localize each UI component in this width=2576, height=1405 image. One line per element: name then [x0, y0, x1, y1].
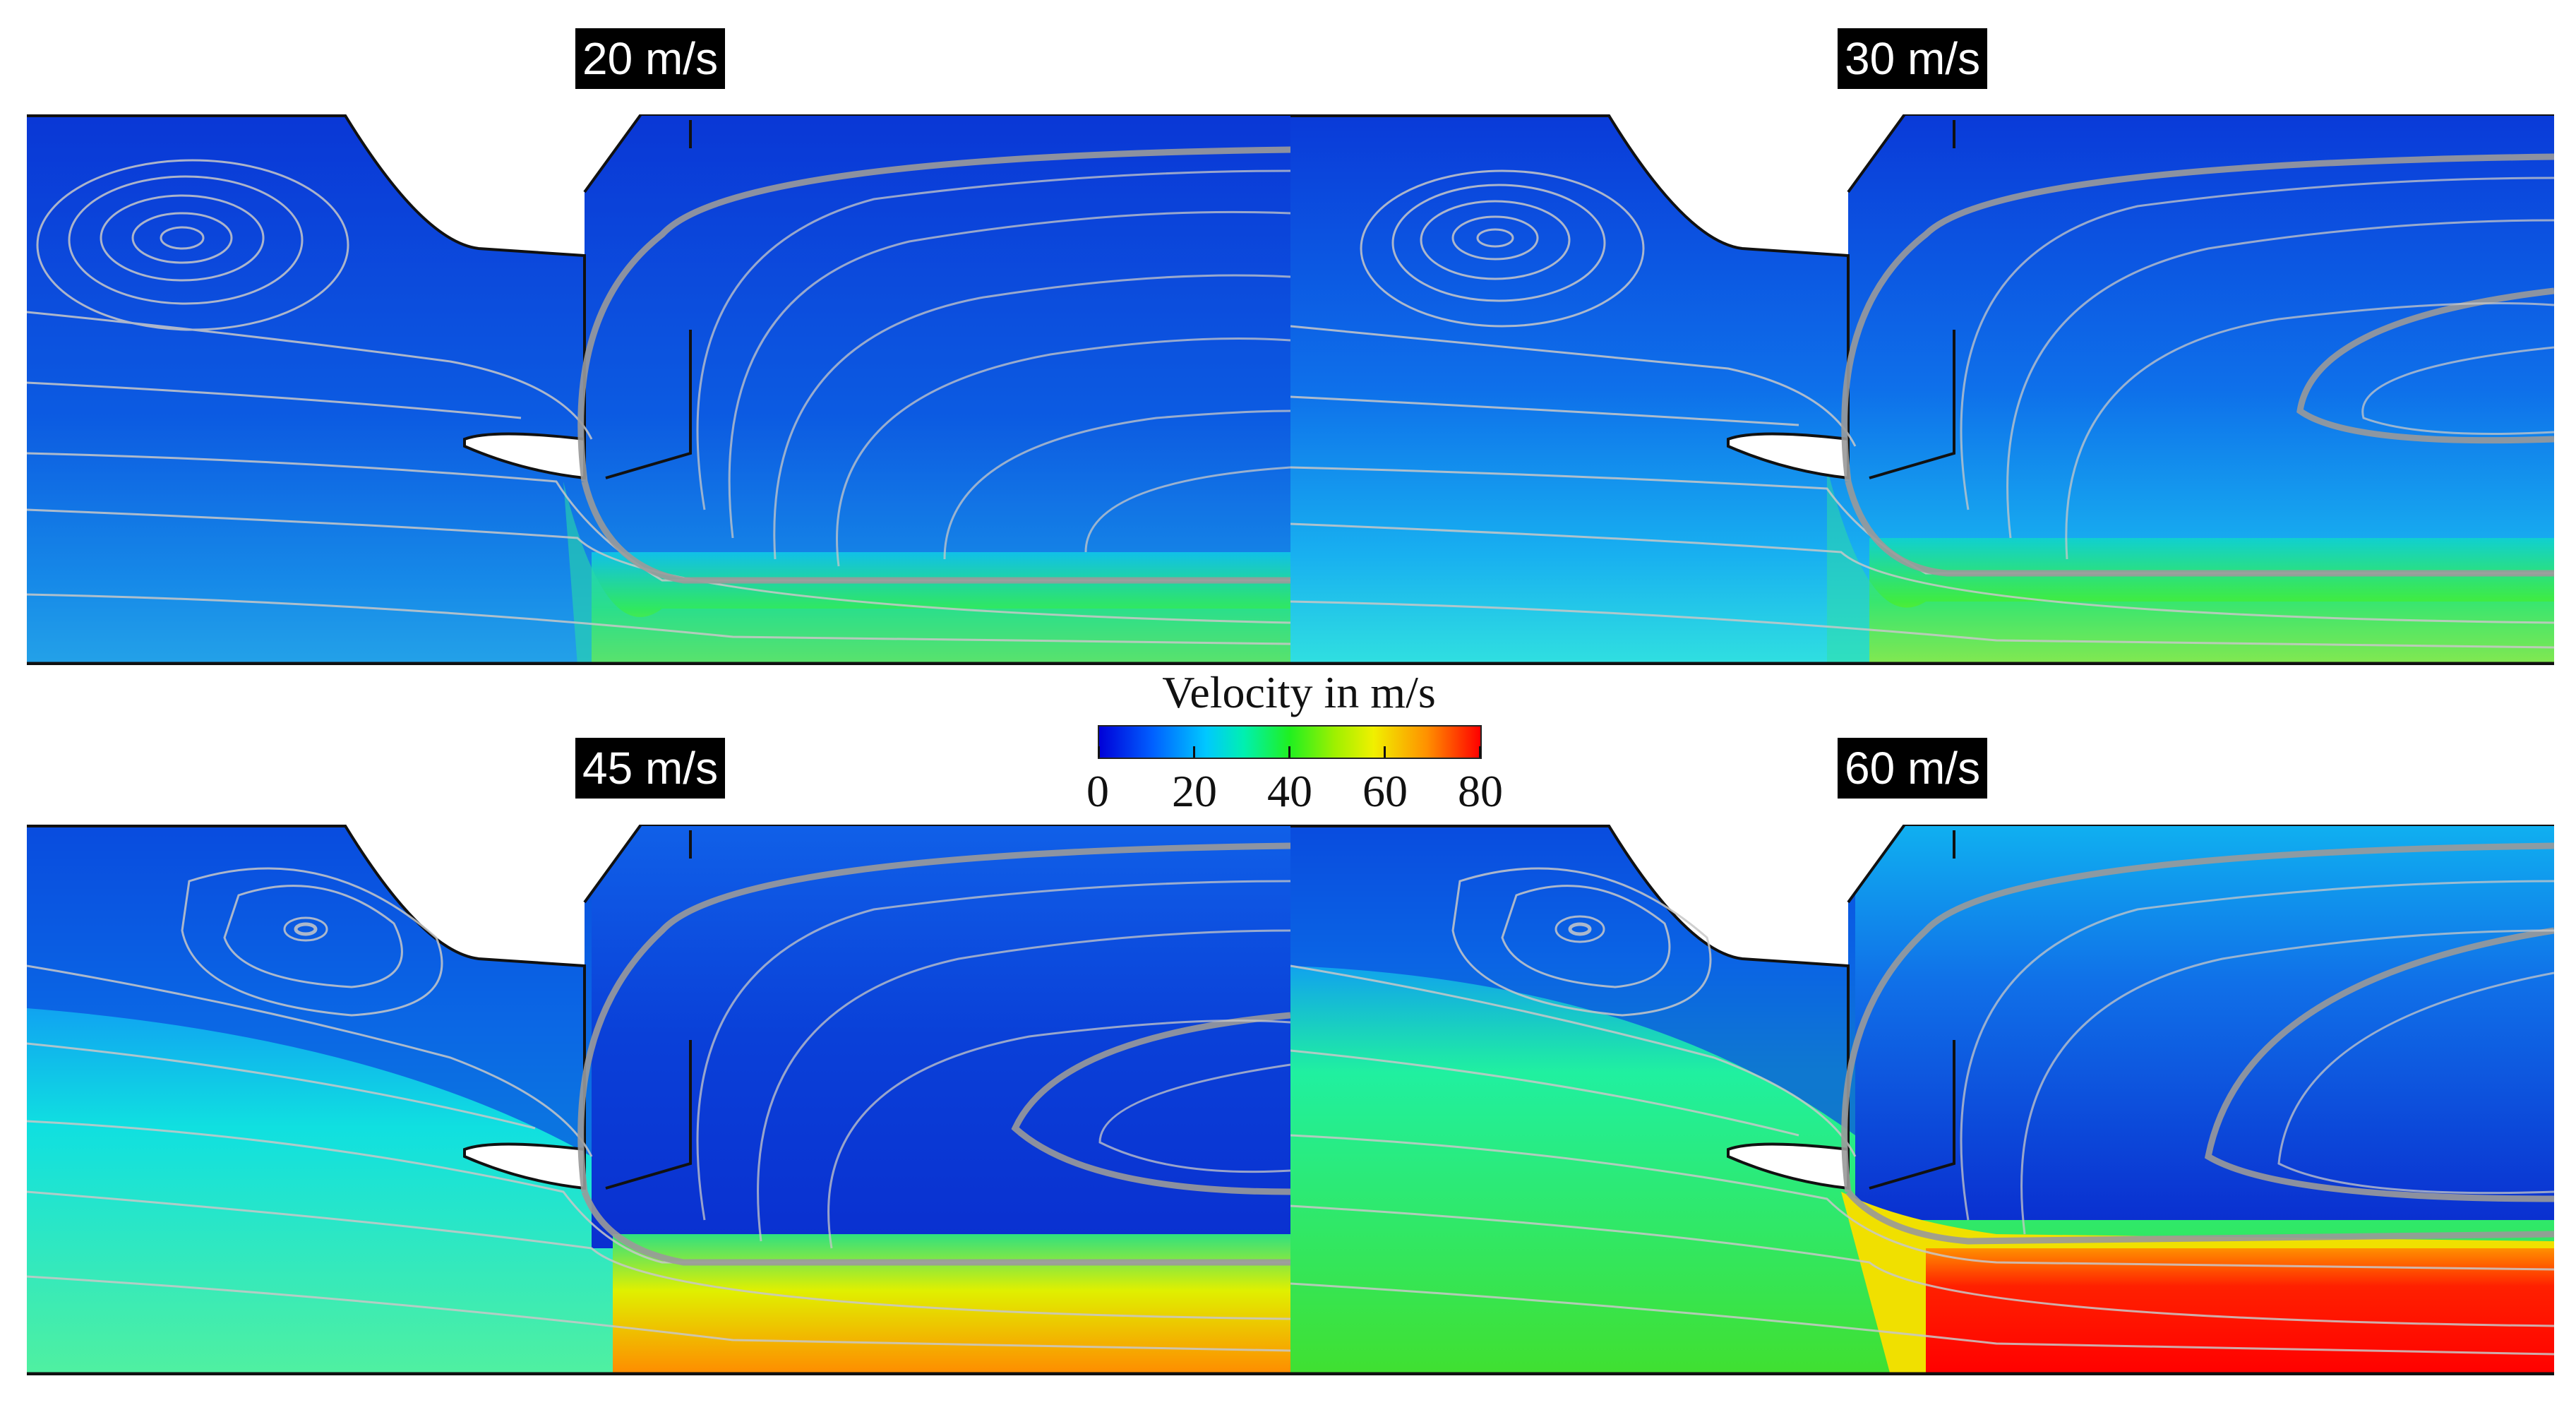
colorbar-label-80: 80 — [1458, 766, 1503, 816]
colorbar-label-20: 20 — [1172, 766, 1217, 816]
colorbar-tick — [1193, 746, 1195, 758]
colorbar-label-40: 40 — [1267, 766, 1312, 816]
legend-title: Velocity in m/s — [1162, 667, 1436, 717]
panel-label-60ms: 60 m/s — [1838, 738, 1988, 799]
panel-label-20ms: 20 m/s — [575, 28, 726, 89]
panel-20ms — [27, 114, 1290, 665]
colorbar — [1098, 725, 1482, 759]
panel-30ms — [1290, 114, 2554, 665]
panel-label-30ms: 30 m/s — [1838, 28, 1988, 89]
panel-60ms — [1290, 825, 2554, 1375]
colorbar-tick — [1479, 746, 1481, 758]
panel-label-45ms: 45 m/s — [575, 738, 726, 799]
colorbar-tick — [1098, 746, 1100, 758]
colorbar-tick — [1384, 746, 1386, 758]
colorbar-tick — [1288, 746, 1290, 758]
panel-45ms — [27, 825, 1290, 1375]
colorbar-label-60: 60 — [1362, 766, 1408, 816]
colorbar-label-0: 0 — [1086, 766, 1109, 816]
velocity-colorbar-legend: Velocity in m/s 0 20 40 60 80 — [1080, 667, 1518, 830]
